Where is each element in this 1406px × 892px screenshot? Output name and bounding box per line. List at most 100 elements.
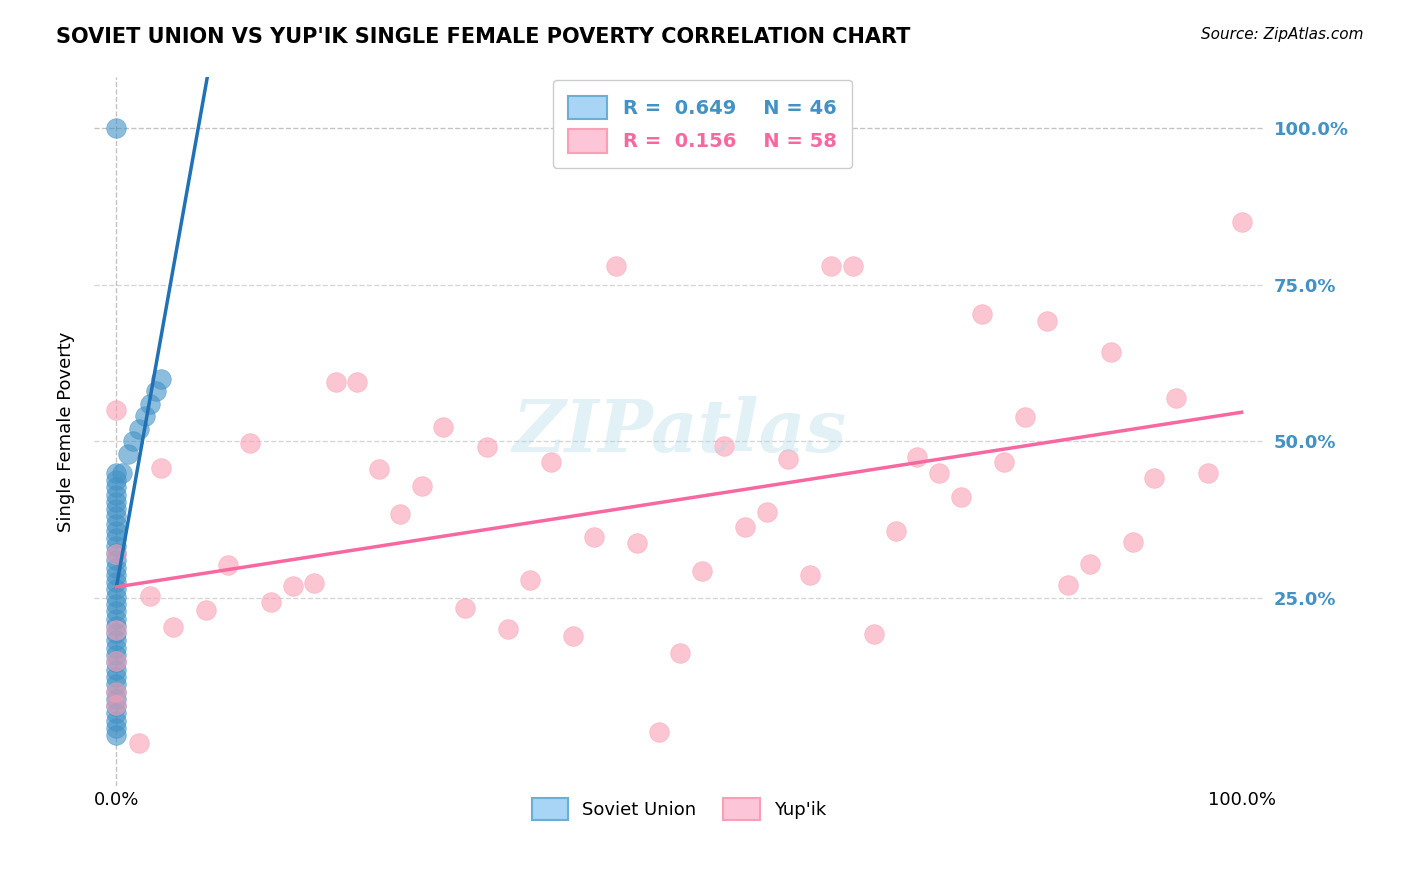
- Point: [105, 656, 128, 670]
- Point: [105, 728, 128, 742]
- Point: [105, 698, 128, 712]
- Point: [105, 539, 128, 553]
- Point: [496, 622, 519, 636]
- Point: [150, 371, 173, 385]
- Point: [454, 601, 477, 615]
- Point: [626, 535, 648, 549]
- Point: [1164, 391, 1187, 405]
- Point: [842, 259, 865, 273]
- Point: [1197, 466, 1219, 480]
- Point: [105, 685, 128, 699]
- Point: [122, 434, 145, 449]
- Text: Source: ZipAtlas.com: Source: ZipAtlas.com: [1201, 27, 1364, 42]
- Point: [105, 495, 128, 509]
- Point: [260, 595, 283, 609]
- Point: [128, 422, 150, 436]
- Point: [105, 547, 128, 561]
- Point: [105, 648, 128, 662]
- Point: [778, 451, 800, 466]
- Point: [669, 646, 692, 660]
- Point: [105, 626, 128, 640]
- Point: [1014, 410, 1036, 425]
- Point: [105, 670, 128, 684]
- Point: [105, 597, 128, 611]
- Point: [105, 663, 128, 677]
- Point: [105, 575, 128, 590]
- Point: [105, 524, 128, 538]
- Point: [928, 466, 950, 480]
- Point: [432, 420, 454, 434]
- Point: [605, 259, 627, 273]
- Point: [755, 505, 778, 519]
- Point: [128, 735, 150, 749]
- Point: [302, 576, 325, 591]
- Point: [105, 582, 128, 597]
- Point: [162, 620, 184, 634]
- Point: [1230, 215, 1253, 229]
- Point: [1035, 313, 1057, 327]
- Point: [648, 725, 671, 739]
- Point: [820, 259, 842, 273]
- Point: [134, 409, 156, 424]
- Point: [105, 120, 128, 135]
- Point: [1099, 345, 1122, 359]
- Point: [105, 466, 128, 480]
- Point: [105, 604, 128, 618]
- Point: [540, 455, 562, 469]
- Point: [734, 520, 756, 534]
- Point: [105, 403, 128, 417]
- Point: [475, 441, 498, 455]
- Point: [150, 460, 173, 475]
- Point: [105, 590, 128, 604]
- Point: [105, 623, 128, 637]
- Point: [105, 532, 128, 546]
- Point: [105, 553, 128, 567]
- Point: [105, 684, 128, 698]
- Point: [105, 619, 128, 633]
- Point: [105, 560, 128, 574]
- Point: [238, 436, 260, 450]
- Point: [105, 473, 128, 487]
- Point: [583, 531, 606, 545]
- Point: [105, 699, 128, 714]
- Text: ZIPatlas: ZIPatlas: [512, 396, 846, 467]
- Point: [346, 375, 368, 389]
- Point: [105, 480, 128, 494]
- Point: [105, 721, 128, 735]
- Point: [1122, 535, 1144, 549]
- Point: [139, 590, 162, 604]
- Point: [1078, 557, 1101, 571]
- Point: [325, 376, 347, 390]
- Point: [970, 307, 993, 321]
- Point: [799, 568, 821, 582]
- Point: [561, 629, 583, 643]
- Point: [217, 558, 239, 572]
- Point: [713, 439, 735, 453]
- Text: SOVIET UNION VS YUP'IK SINGLE FEMALE POVERTY CORRELATION CHART: SOVIET UNION VS YUP'IK SINGLE FEMALE POV…: [56, 27, 911, 46]
- Point: [105, 611, 128, 625]
- Point: [281, 578, 304, 592]
- Point: [105, 654, 128, 668]
- Point: [145, 384, 167, 399]
- Y-axis label: Single Female Poverty: Single Female Poverty: [58, 332, 75, 533]
- Point: [105, 706, 128, 721]
- Point: [519, 574, 541, 588]
- Point: [105, 516, 128, 531]
- Point: [105, 691, 128, 706]
- Point: [949, 490, 972, 504]
- Point: [411, 479, 433, 493]
- Point: [105, 714, 128, 728]
- Legend: Soviet Union, Yup'ik: Soviet Union, Yup'ik: [517, 783, 841, 834]
- Point: [105, 633, 128, 648]
- Point: [389, 507, 412, 521]
- Point: [139, 397, 162, 411]
- Point: [105, 640, 128, 655]
- Point: [884, 524, 907, 538]
- Point: [105, 677, 128, 691]
- Point: [105, 567, 128, 582]
- Point: [863, 626, 886, 640]
- Point: [907, 450, 929, 464]
- Point: [105, 502, 128, 516]
- Point: [690, 564, 713, 578]
- Point: [105, 488, 128, 502]
